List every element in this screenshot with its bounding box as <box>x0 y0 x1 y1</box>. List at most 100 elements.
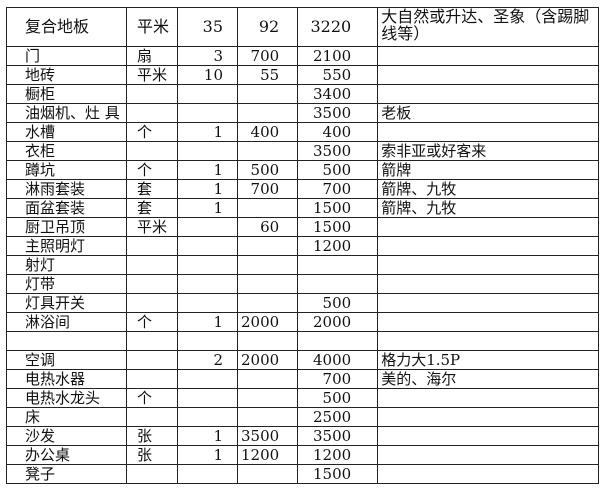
unit-price-cell <box>236 369 299 389</box>
table-row: 橱柜 3400 <box>6 84 600 104</box>
unit-cell <box>126 103 178 123</box>
unit-cell <box>126 369 178 389</box>
unit-cell: 张 <box>126 426 178 446</box>
total-price-cell: 1500 <box>297 464 379 484</box>
brand-note-cell <box>377 407 600 427</box>
quantity-cell <box>177 236 238 256</box>
unit-price-cell: 500 <box>236 160 299 180</box>
unit-price-cell <box>236 331 299 351</box>
total-price-cell: 2000 <box>297 312 379 332</box>
brand-note-cell <box>377 312 600 332</box>
brand-note-cell <box>377 426 600 446</box>
item-name-cell: 油烟机、灶 具 <box>6 103 127 123</box>
quantity-cell <box>177 217 238 237</box>
brand-note-cell: 美的、海尔 <box>377 369 600 389</box>
brand-note-cell: 索非亚或好客来 <box>377 141 600 161</box>
brand-note-cell <box>377 464 600 484</box>
total-price-cell <box>297 274 379 294</box>
total-price-cell: 400 <box>297 122 379 142</box>
total-price-cell: 1500 <box>297 217 379 237</box>
unit-price-cell: 3500 <box>236 426 299 446</box>
quantity-cell: 1 <box>177 426 238 446</box>
table-row: 地砖 平米 10 55 550 <box>6 65 600 85</box>
unit-cell <box>126 407 178 427</box>
quantity-cell <box>177 84 238 104</box>
brand-note-cell <box>377 255 600 275</box>
brand-note-cell: 箭牌 <box>377 160 600 180</box>
brand-note-cell <box>377 46 600 66</box>
unit-price-cell <box>236 198 299 218</box>
brand-note-cell <box>377 293 600 313</box>
table-row: 主照明灯 1200 <box>6 236 600 256</box>
item-name-cell: 门 <box>6 46 127 66</box>
total-price-cell: 2100 <box>297 46 379 66</box>
item-name-cell <box>6 331 127 351</box>
quantity-cell: 1 <box>177 160 238 180</box>
table-row: 面盆套装套 1 1500 箭牌、九牧 <box>6 198 600 218</box>
quantity-cell: 10 <box>177 65 238 85</box>
total-price-cell: 1200 <box>297 445 379 465</box>
item-name-cell: 空调 <box>6 350 127 370</box>
unit-price-cell: 400 <box>236 122 299 142</box>
unit-price-cell <box>236 103 299 123</box>
total-price-cell: 3500 <box>297 141 379 161</box>
quantity-cell: 1 <box>177 312 238 332</box>
quantity-cell <box>177 388 238 408</box>
unit-cell <box>126 236 178 256</box>
total-price-cell: 1200 <box>297 236 379 256</box>
item-name-cell: 厨卫吊顶 <box>6 217 127 237</box>
total-price-cell: 4000 <box>297 350 379 370</box>
quantity-cell <box>177 141 238 161</box>
table-row: 衣柜 3500 索非亚或好客来 <box>6 141 600 161</box>
table-row: 门扇 3 700 2100 <box>6 46 600 66</box>
table-row: 凳子 1500 <box>6 464 600 484</box>
unit-cell <box>126 255 178 275</box>
unit-cell: 个 <box>126 312 178 332</box>
table-row: 办公桌张 1 1200 1200 <box>6 445 600 465</box>
table-row: 电热水器 700 美的、海尔 <box>6 369 600 389</box>
item-name-cell: 面盆套装 <box>6 198 127 218</box>
unit-price-cell: 2000 <box>236 350 299 370</box>
unit-cell: 套 <box>126 179 178 199</box>
quantity-cell <box>177 331 238 351</box>
item-name-cell: 地砖 <box>6 65 127 85</box>
quantity-cell <box>177 293 238 313</box>
unit-price-cell: 700 <box>236 179 299 199</box>
item-name-cell: 复合地板 <box>6 7 127 47</box>
total-price-cell: 550 <box>297 65 379 85</box>
total-price-cell: 3500 <box>297 103 379 123</box>
unit-cell <box>126 331 178 351</box>
total-price-cell: 500 <box>297 388 379 408</box>
brand-note-cell <box>377 84 600 104</box>
table-row: 灯带 <box>6 274 600 294</box>
item-name-cell: 主照明灯 <box>6 236 127 256</box>
brand-note-cell: 箭牌、九牧 <box>377 198 600 218</box>
unit-price-cell: 700 <box>236 46 299 66</box>
unit-price-cell <box>236 388 299 408</box>
item-name-cell: 衣柜 <box>6 141 127 161</box>
table-row: 复合地板 平米 35 92 3220 大自然或升达、圣象（含踢脚线等） <box>6 7 600 47</box>
unit-cell: 平米 <box>126 7 178 47</box>
budget-table: 复合地板 平米 35 92 3220 大自然或升达、圣象（含踢脚线等）门扇 3 700 2100… <box>6 7 600 484</box>
table-row: 电热水龙头个 500 <box>6 388 600 408</box>
unit-price-cell: 2000 <box>236 312 299 332</box>
total-price-cell: 1500 <box>297 198 379 218</box>
unit-price-cell: 1200 <box>236 445 299 465</box>
quantity-cell <box>177 369 238 389</box>
item-name-cell: 射灯 <box>6 255 127 275</box>
unit-price-cell <box>236 255 299 275</box>
quantity-cell <box>177 255 238 275</box>
table-row: 淋雨套装套 1 700 700 箭牌、九牧 <box>6 179 600 199</box>
quantity-cell: 1 <box>177 179 238 199</box>
quantity-cell: 2 <box>177 350 238 370</box>
quantity-cell <box>177 464 238 484</box>
brand-note-cell <box>377 274 600 294</box>
table-row: 水槽个 1 400 400 <box>6 122 600 142</box>
unit-price-cell <box>236 464 299 484</box>
total-price-cell: 700 <box>297 369 379 389</box>
quantity-cell <box>177 407 238 427</box>
quantity-cell: 35 <box>177 7 238 47</box>
brand-note-cell <box>377 331 600 351</box>
brand-note-cell <box>377 65 600 85</box>
item-name-cell: 办公桌 <box>6 445 127 465</box>
